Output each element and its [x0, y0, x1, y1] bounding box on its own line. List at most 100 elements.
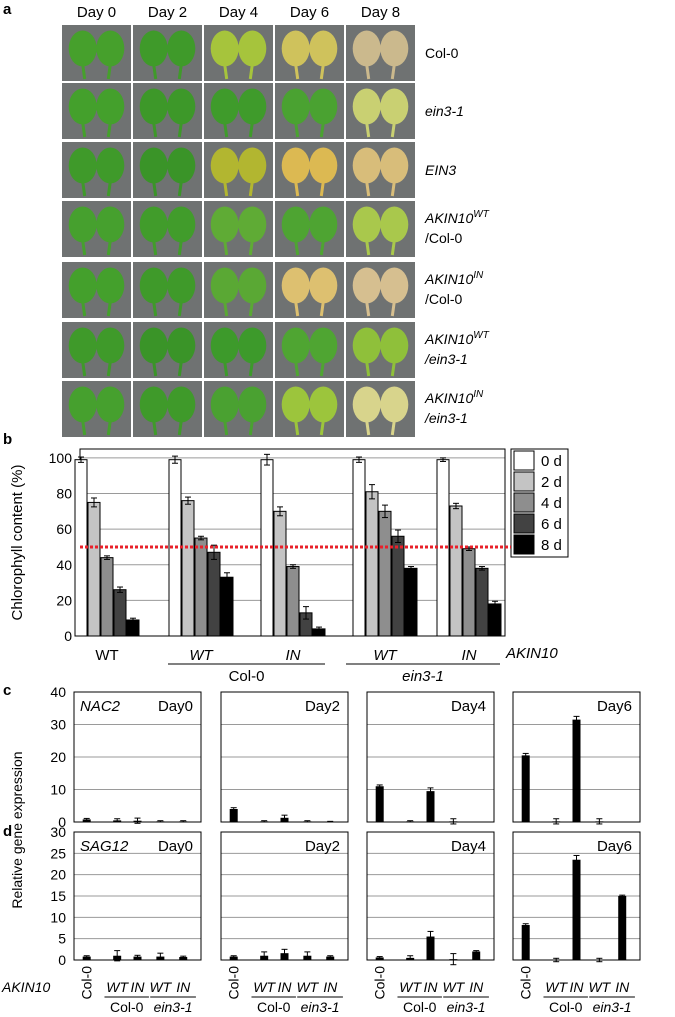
leaf: [238, 147, 267, 184]
row-label-sup: WT: [473, 330, 489, 341]
leaf: [210, 147, 239, 184]
petiole: [294, 361, 300, 377]
bar: [462, 548, 476, 637]
row-label-main: AKIN10: [424, 210, 473, 226]
bar: [326, 956, 335, 960]
leaf: [68, 206, 97, 243]
x-tick-label: WT: [296, 979, 319, 995]
y-tick-label: 10: [50, 782, 66, 798]
bar: [618, 896, 627, 960]
leaf: [281, 30, 310, 67]
y-tick-label: 20: [50, 867, 66, 883]
petiole: [248, 181, 254, 197]
bar: [521, 925, 530, 960]
leaf: [281, 267, 310, 304]
leaf: [167, 327, 196, 364]
x-tick-label: IN: [286, 647, 301, 664]
column-header: Day 4: [219, 4, 258, 21]
petiole: [365, 420, 371, 436]
x-tick-label: WT: [95, 647, 118, 664]
petiole: [319, 361, 325, 377]
leaf: [380, 386, 409, 423]
y-tick-label: 25: [50, 845, 66, 861]
group-label: ein3-1: [301, 999, 340, 1015]
petiole: [223, 301, 229, 317]
row-label: AKIN10IN: [424, 270, 484, 287]
leaf: [352, 206, 381, 243]
y-axis-label: Relative gene expression: [9, 751, 25, 908]
panel-label: d: [3, 823, 12, 840]
petiole: [365, 240, 371, 256]
x-tick-label: WT: [253, 979, 276, 995]
petiole: [106, 122, 112, 138]
legend-frame: [510, 448, 569, 558]
petiole: [365, 361, 371, 377]
leaf: [139, 88, 168, 125]
bar: [521, 755, 530, 822]
x-tick-label: WT: [442, 979, 465, 995]
bar: [194, 537, 208, 637]
leaf: [352, 147, 381, 184]
x-tick-label: IN: [469, 979, 484, 995]
petiole: [152, 361, 158, 377]
leaf: [380, 206, 409, 243]
row-label: AKIN10WT: [424, 330, 490, 347]
leaf: [238, 267, 267, 304]
petiole: [319, 420, 325, 436]
leaf: [352, 30, 381, 67]
bar: [229, 809, 238, 822]
row-label-main: AKIN10: [424, 390, 473, 406]
y-tick-label: 0: [58, 952, 66, 968]
leaf: [139, 206, 168, 243]
row-label-main: EIN3: [425, 162, 456, 178]
x-tick-label: WT: [399, 979, 422, 995]
bar: [181, 500, 195, 637]
y-tick-label: 30: [50, 824, 66, 840]
column-header: Day 0: [77, 4, 116, 21]
bar: [426, 936, 435, 960]
x-tick-label: WT: [189, 647, 214, 664]
petiole: [81, 361, 87, 377]
leaf: [167, 147, 196, 184]
x-tick-label: WT: [106, 979, 129, 995]
bar: [100, 557, 114, 637]
petiole: [223, 64, 229, 80]
petiole: [81, 122, 87, 138]
y-tick-label: 15: [50, 888, 66, 904]
bar: [220, 576, 234, 637]
petiole: [152, 301, 158, 317]
legend-swatch: [513, 513, 535, 534]
leaf: [281, 206, 310, 243]
leaf: [96, 147, 125, 184]
petiole: [294, 181, 300, 197]
leaf: [139, 30, 168, 67]
petiole: [81, 181, 87, 197]
leaf: [68, 30, 97, 67]
petiole: [365, 64, 371, 80]
legend-label: 0 d: [541, 453, 562, 470]
bar: [475, 567, 489, 637]
y-tick-label: 0: [64, 628, 72, 644]
leaf: [281, 147, 310, 184]
bar: [472, 951, 481, 960]
day-label: Day2: [305, 698, 340, 715]
petiole: [106, 361, 112, 377]
leaf: [68, 267, 97, 304]
legend-swatch: [513, 492, 535, 513]
leaf: [139, 327, 168, 364]
group-label: ein3-1: [447, 999, 486, 1015]
panel-label: b: [3, 431, 12, 448]
gene-label: SAG12: [80, 838, 129, 855]
bar: [113, 589, 127, 637]
petiole: [390, 122, 396, 138]
leaf: [380, 267, 409, 304]
petiole: [177, 64, 183, 80]
petiole: [152, 122, 158, 138]
leaf: [139, 386, 168, 423]
day-label: Day0: [158, 838, 193, 855]
x-tick-label: Col-0: [372, 966, 388, 1000]
leaf: [281, 386, 310, 423]
leaf: [309, 30, 338, 67]
leaf: [309, 206, 338, 243]
leaf: [167, 267, 196, 304]
